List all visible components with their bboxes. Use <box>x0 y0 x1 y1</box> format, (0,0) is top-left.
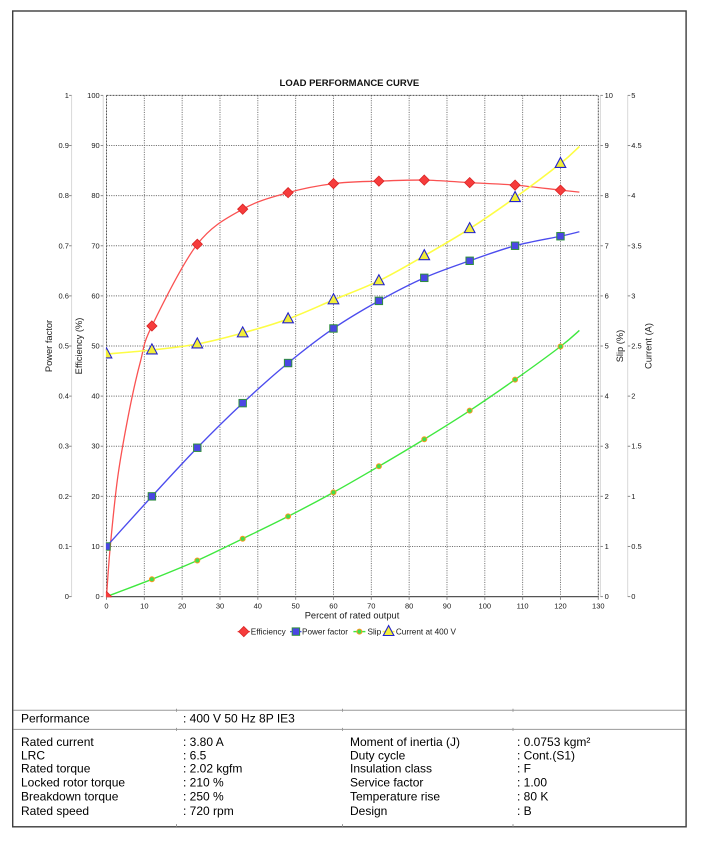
svg-text:Current (A): Current (A) <box>644 323 654 369</box>
svg-text:0.3: 0.3 <box>58 442 68 451</box>
svg-text:Design: Design <box>350 804 387 818</box>
svg-text:Power factor: Power factor <box>44 320 54 372</box>
svg-text:30: 30 <box>216 601 224 610</box>
svg-text:Moment of inertia (J): Moment of inertia (J) <box>350 735 460 749</box>
svg-text:Performance: Performance <box>21 712 90 726</box>
svg-text:Efficiency (%): Efficiency (%) <box>74 318 84 375</box>
svg-text:0: 0 <box>631 592 635 601</box>
svg-text:: 2.02 kgfm: : 2.02 kgfm <box>183 762 242 776</box>
svg-text:0: 0 <box>65 592 69 601</box>
svg-text:0.6: 0.6 <box>58 291 68 300</box>
svg-text:60: 60 <box>91 291 99 300</box>
svg-text:5: 5 <box>605 342 609 351</box>
svg-text:: F: : F <box>517 762 531 776</box>
svg-text:100: 100 <box>87 91 100 100</box>
svg-text:Duty cycle: Duty cycle <box>350 748 406 762</box>
svg-text:0.9: 0.9 <box>58 141 68 150</box>
svg-text:0: 0 <box>605 592 609 601</box>
svg-text:2: 2 <box>605 492 609 501</box>
svg-text:90: 90 <box>443 601 451 610</box>
svg-text:0: 0 <box>96 592 100 601</box>
svg-text:3: 3 <box>605 442 609 451</box>
svg-text:1: 1 <box>605 542 609 551</box>
svg-text:0.8: 0.8 <box>58 191 68 200</box>
svg-text:40: 40 <box>91 392 99 401</box>
svg-text:Service factor: Service factor <box>350 776 423 790</box>
svg-text:Slip: Slip <box>368 628 382 637</box>
svg-text:0.2: 0.2 <box>58 492 68 501</box>
svg-text:Temperature rise: Temperature rise <box>350 790 440 804</box>
svg-text:80: 80 <box>91 191 99 200</box>
svg-text:: 0.0753 kgm²: : 0.0753 kgm² <box>517 735 590 749</box>
svg-text:30: 30 <box>91 442 99 451</box>
svg-text:70: 70 <box>367 601 375 610</box>
svg-text:7: 7 <box>605 241 609 250</box>
svg-text:4: 4 <box>631 191 635 200</box>
svg-text:50: 50 <box>91 342 99 351</box>
svg-text:LRC: LRC <box>21 748 45 762</box>
svg-text:2: 2 <box>631 392 635 401</box>
svg-text:130: 130 <box>592 601 605 610</box>
svg-text:Locked rotor torque: Locked rotor torque <box>21 776 125 790</box>
svg-text:: 3.80 A: : 3.80 A <box>183 735 224 749</box>
svg-text:100: 100 <box>479 601 492 610</box>
svg-text:0.4: 0.4 <box>58 392 68 401</box>
svg-text:: 210 %: : 210 % <box>183 776 224 790</box>
svg-text:Rated speed: Rated speed <box>21 804 89 818</box>
svg-text:1.5: 1.5 <box>631 442 641 451</box>
svg-text:90: 90 <box>91 141 99 150</box>
svg-text:10: 10 <box>140 601 148 610</box>
svg-text:4.5: 4.5 <box>631 141 641 150</box>
svg-text:0.1: 0.1 <box>58 542 68 551</box>
svg-text:: 80 K: : 80 K <box>517 790 548 804</box>
svg-text:70: 70 <box>91 241 99 250</box>
svg-text:20: 20 <box>178 601 186 610</box>
svg-text:110: 110 <box>517 601 529 610</box>
svg-text:4: 4 <box>605 392 609 401</box>
svg-text:Efficiency: Efficiency <box>251 628 287 637</box>
svg-text:6: 6 <box>605 291 609 300</box>
svg-text:20: 20 <box>91 492 99 501</box>
svg-text:: 1.00: : 1.00 <box>517 776 547 790</box>
svg-text:120: 120 <box>554 601 567 610</box>
svg-text:3: 3 <box>631 291 635 300</box>
svg-text:50: 50 <box>291 601 299 610</box>
svg-text:Power factor: Power factor <box>302 628 348 637</box>
svg-text:2.5: 2.5 <box>631 342 641 351</box>
svg-text:3.5: 3.5 <box>631 241 641 250</box>
svg-text:1: 1 <box>65 91 69 100</box>
svg-text:0.5: 0.5 <box>631 542 641 551</box>
svg-text:Rated current: Rated current <box>21 735 94 749</box>
svg-text:Rated torque: Rated torque <box>21 762 91 776</box>
svg-text:: B: : B <box>517 804 532 818</box>
svg-text:Breakdown torque: Breakdown torque <box>21 790 119 804</box>
svg-text:Slip (%): Slip (%) <box>615 330 625 363</box>
svg-text:: 6.5: : 6.5 <box>183 748 207 762</box>
svg-text:0.7: 0.7 <box>58 241 68 250</box>
svg-text:Current at 400 V: Current at 400 V <box>396 628 457 637</box>
svg-text:LOAD PERFORMANCE CURVE: LOAD PERFORMANCE CURVE <box>280 78 420 89</box>
svg-text:: 250 %: : 250 % <box>183 790 224 804</box>
svg-text:40: 40 <box>254 601 262 610</box>
svg-text:: Cont.(S1): : Cont.(S1) <box>517 748 575 762</box>
svg-text:80: 80 <box>405 601 413 610</box>
svg-text:9: 9 <box>605 141 609 150</box>
svg-text:1: 1 <box>631 492 635 501</box>
svg-text:: 400 V 50 Hz 8P IE3: : 400 V 50 Hz 8P IE3 <box>183 712 295 726</box>
svg-text:Percent of rated output: Percent of rated output <box>305 611 400 621</box>
svg-text:60: 60 <box>329 601 337 610</box>
svg-text:: 720 rpm: : 720 rpm <box>183 804 234 818</box>
svg-text:0.5: 0.5 <box>58 342 68 351</box>
svg-text:Insulation class: Insulation class <box>350 762 432 776</box>
svg-text:0: 0 <box>104 601 108 610</box>
svg-text:8: 8 <box>605 191 609 200</box>
svg-text:5: 5 <box>631 91 635 100</box>
svg-text:10: 10 <box>605 91 613 100</box>
svg-text:10: 10 <box>91 542 99 551</box>
